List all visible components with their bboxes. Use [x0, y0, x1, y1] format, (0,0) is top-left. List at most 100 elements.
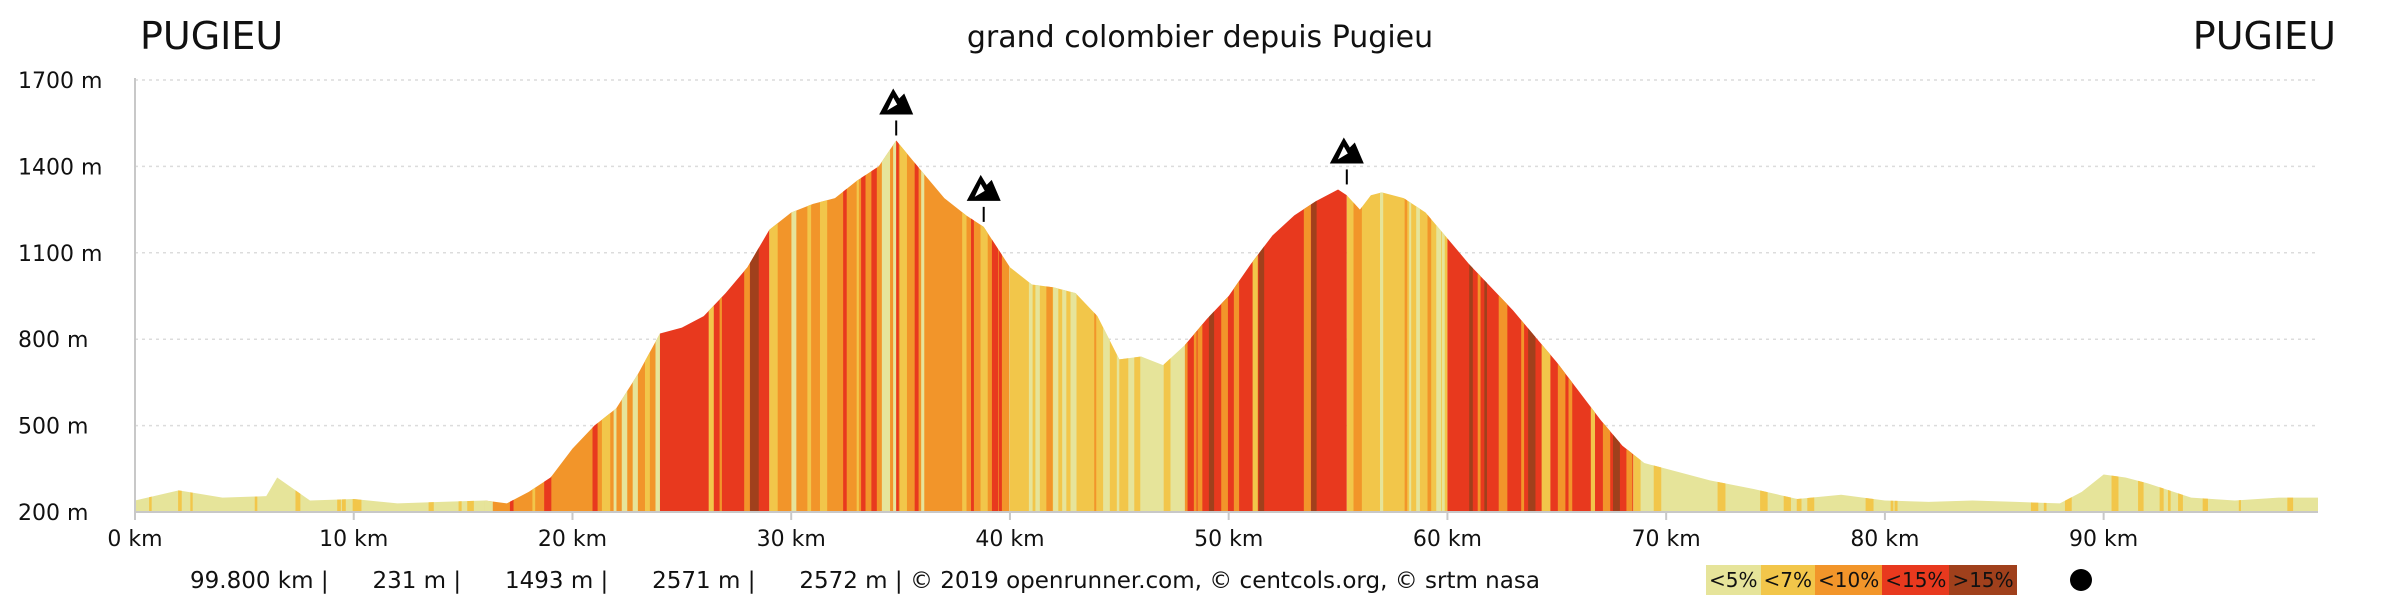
- legend-item: <5%: [1706, 565, 1761, 595]
- x-tick-label: 40 km: [975, 527, 1044, 552]
- grade-stripe: [1252, 140, 1258, 512]
- grade-stripe: [1409, 140, 1412, 512]
- y-tick-label: 500 m: [18, 415, 88, 440]
- grade-stripe: [1119, 140, 1129, 512]
- chart-title: grand colombier depuis Pugieu: [966, 20, 1434, 55]
- location-dot-icon: [2070, 569, 2092, 591]
- grade-stripe: [1163, 140, 1171, 512]
- x-tick-label: 80 km: [1850, 527, 1919, 552]
- grade-stripe: [1441, 140, 1445, 512]
- grade-stripe: [962, 140, 967, 512]
- x-tick-label: 10 km: [319, 527, 388, 552]
- x-tick-label: 60 km: [1413, 527, 1482, 552]
- y-tick-label: 1700 m: [18, 69, 102, 94]
- grade-band: [1346, 140, 1448, 512]
- grade-stripe: [1062, 140, 1067, 512]
- grade-stripe: [1184, 140, 1188, 512]
- grade-stripe: [1890, 140, 1894, 512]
- grade-stripe: [1258, 140, 1265, 512]
- grade-stripe: [2064, 140, 2072, 512]
- legend-item: <10%: [1815, 565, 1883, 595]
- route-stats-footer: 99.800 km | 231 m | 1493 m | 2571 m | 25…: [190, 568, 1540, 594]
- grade-stripe: [1070, 140, 1077, 512]
- grade-stripe: [1035, 140, 1040, 512]
- x-tick-label: 0 km: [107, 527, 162, 552]
- start-location-label: PUGIEU: [140, 14, 284, 58]
- grade-stripe: [971, 140, 974, 512]
- grade-stripe: [1633, 140, 1641, 512]
- grade-stripe: [295, 140, 301, 512]
- grade-stripe: [1807, 140, 1815, 512]
- x-tick-label: 90 km: [2069, 527, 2138, 552]
- grade-stripe: [1717, 140, 1726, 512]
- grade-stripe: [893, 140, 897, 512]
- grade-stripe: [1602, 140, 1611, 512]
- grade-stripe: [1028, 140, 1033, 512]
- x-tick-label: 30 km: [757, 527, 826, 552]
- grade-stripe: [2178, 140, 2183, 512]
- grade-stripe: [632, 140, 638, 512]
- grade-stripe: [1469, 140, 1473, 512]
- grade-stripe: [1208, 140, 1215, 512]
- x-tick-label: 50 km: [1194, 527, 1263, 552]
- grade-stripe: [914, 140, 919, 512]
- grade-stripe: [1894, 140, 1898, 512]
- grade-stripe: [1521, 140, 1525, 512]
- legend-item: <15%: [1882, 565, 1950, 595]
- grade-stripe: [337, 140, 341, 512]
- summit-mountain-icon: [966, 174, 1001, 222]
- grade-stripe: [871, 140, 877, 512]
- grade-stripe: [1193, 140, 1197, 512]
- grade-stripe: [592, 140, 598, 512]
- grade-stripe: [2167, 140, 2171, 512]
- y-tick-label: 1400 m: [18, 155, 102, 180]
- grade-stripe: [1865, 140, 1874, 512]
- grade-band: [1633, 140, 2318, 512]
- grade-band: [1119, 140, 1185, 512]
- grade-stripe: [998, 140, 1002, 512]
- grade-stripe: [428, 140, 434, 512]
- grade-band: [769, 140, 897, 512]
- grade-stripe: [1134, 140, 1141, 512]
- grade-stripe: [791, 140, 797, 512]
- grade-stripe: [1557, 140, 1566, 512]
- grade-stripe: [1380, 140, 1384, 512]
- grade-stripe: [719, 140, 722, 512]
- grade-stripe: [190, 140, 193, 512]
- grade-stripe: [1353, 140, 1362, 512]
- grade-stripe: [881, 140, 891, 512]
- grade-stripe: [1053, 140, 1059, 512]
- grade-stripe: [2138, 140, 2144, 512]
- grade-stripe: [1103, 140, 1110, 512]
- grade-stripe: [1233, 140, 1240, 512]
- grade-stripe: [843, 140, 847, 512]
- x-tick-label: 20 km: [538, 527, 607, 552]
- y-tick-label: 1100 m: [18, 242, 102, 267]
- grade-stripe: [861, 140, 866, 512]
- grade-stripe: [254, 140, 258, 512]
- grade-stripe: [1221, 140, 1228, 512]
- grade-stripe: [178, 140, 182, 512]
- summit-markers: [879, 88, 1364, 222]
- grade-stripe: [921, 140, 925, 512]
- grade-stripe: [655, 140, 660, 512]
- grade-stripe: [1436, 140, 1442, 512]
- grade-stripe: [2202, 140, 2208, 512]
- grade-stripe: [2287, 140, 2294, 512]
- grade-stripe: [1484, 140, 1487, 512]
- grade-stripe: [1477, 140, 1481, 512]
- grade-stripe: [1568, 140, 1573, 512]
- grade-stripe: [1046, 140, 1053, 512]
- grade-stripe: [1311, 140, 1317, 512]
- grade-stripe: [544, 140, 552, 512]
- grade-stripe: [467, 140, 474, 512]
- grade-stripe: [2030, 140, 2039, 512]
- grade-band: [135, 140, 485, 512]
- grade-stripe: [621, 140, 628, 512]
- grade-stripe: [1590, 140, 1596, 512]
- grade-stripe: [1094, 140, 1097, 512]
- grade-stripe: [352, 140, 362, 512]
- grade-stripe: [149, 140, 152, 512]
- grade-stripe: [896, 140, 899, 512]
- grade-stripe: [1498, 140, 1508, 512]
